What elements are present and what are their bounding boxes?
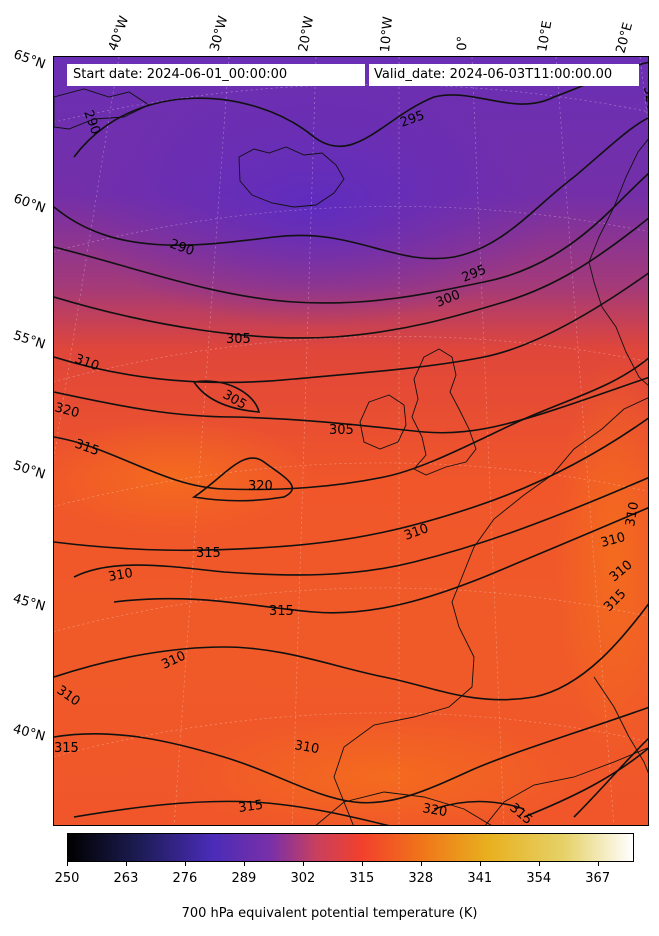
- lon-label-40w: 40°W: [105, 14, 133, 53]
- africa-coast: [315, 791, 492, 825]
- contour-label: 305: [226, 332, 251, 347]
- colorbar-tick-label: 341: [467, 871, 493, 886]
- europe-coast-2: [485, 747, 648, 825]
- colorbar-tick: [125, 862, 127, 866]
- warm-air-mass: [54, 417, 314, 537]
- lon-label-20e: 20°E: [613, 20, 637, 55]
- lat-label-60n: 60°N: [11, 191, 48, 217]
- colorbar-tick: [597, 862, 599, 866]
- lon-label-0: 0°: [455, 35, 471, 51]
- coastlines: [54, 88, 648, 825]
- contour-label: 315: [196, 546, 221, 561]
- colorbar-tick-label: 250: [54, 871, 80, 886]
- lon-label-10w: 10°W: [378, 15, 397, 53]
- colorbar-tick-label: 315: [349, 871, 375, 886]
- lat-label-55n: 55°N: [11, 328, 48, 353]
- contour-label: 320: [421, 801, 448, 820]
- colorbar-tick: [361, 862, 363, 866]
- europe-coast: [333, 397, 648, 825]
- start-date-label: Start date: 2024-06-01_00:00:00: [67, 64, 365, 86]
- colorbar-tick: [243, 862, 245, 866]
- map-canvas: 290 290 295 295 300 305 305 305 310 310 …: [54, 57, 649, 825]
- contour-label: 305: [329, 423, 354, 438]
- contour-label: 320: [54, 400, 81, 421]
- lat-label-45n: 45°N: [11, 591, 47, 615]
- contour-label: 315: [269, 604, 294, 619]
- colorbar-tick-label: 276: [172, 871, 198, 886]
- lat-label-50n: 50°N: [11, 458, 48, 483]
- colorbar-tick: [479, 862, 481, 866]
- warm-air-mass-south: [184, 717, 584, 825]
- contour-label: 310: [599, 530, 627, 551]
- lat-label-65n: 65°N: [11, 47, 48, 73]
- colorbar-tick-label: 302: [290, 871, 316, 886]
- colorbar: [67, 833, 634, 862]
- colorbar-tick-label: 263: [113, 871, 139, 886]
- greenland-tip: [54, 88, 150, 130]
- warm-air-mass-east: [554, 357, 648, 757]
- iceland-outline: [238, 146, 345, 208]
- ireland-outline: [359, 394, 407, 450]
- lon-label-10e: 10°E: [535, 19, 556, 54]
- contour-label: 320: [640, 85, 649, 112]
- great-britain-outline: [411, 348, 477, 476]
- contour-label: 310: [623, 501, 642, 528]
- lon-label-30w: 30°W: [207, 14, 232, 53]
- colorbar-tick: [420, 862, 422, 866]
- colorbar-tick-label: 354: [526, 871, 552, 886]
- contour-label: 320: [248, 479, 273, 494]
- colorbar-tick-label: 367: [585, 871, 611, 886]
- contour-label: 315: [54, 741, 79, 756]
- colorbar-tick: [67, 862, 68, 866]
- colorbar-tick: [184, 862, 186, 866]
- valid-date-label: Valid_date: 2024-06-03T11:00:00.00: [369, 64, 639, 86]
- cold-air-mass: [74, 87, 554, 327]
- scandinavia-outline: [588, 138, 648, 386]
- map-panel[interactable]: 290 290 295 295 300 305 305 305 310 310 …: [53, 56, 649, 826]
- colorbar-tick: [538, 862, 540, 866]
- colorbar-tick-label: 289: [231, 871, 257, 886]
- lon-label-20w: 20°W: [296, 15, 318, 54]
- colorbar-tick-label: 328: [408, 871, 434, 886]
- italy-outline: [593, 676, 648, 774]
- contour-lines: [54, 61, 648, 825]
- colorbar-tick: [302, 862, 304, 866]
- contour-label: 315: [237, 798, 264, 816]
- contour-label: 310: [107, 566, 134, 585]
- lat-label-40n: 40°N: [11, 721, 47, 745]
- colorbar-title: 700 hPa equivalent potential temperature…: [181, 906, 478, 921]
- contour-label: 310: [293, 738, 320, 757]
